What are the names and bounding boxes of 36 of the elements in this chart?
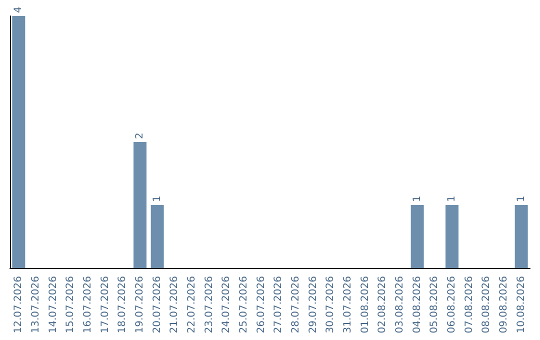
x-tick-label: 14.07.2026	[48, 276, 59, 334]
x-tick-label: 31.07.2026	[342, 276, 354, 334]
x-tick-label: 18.07.2026	[117, 276, 128, 334]
x-tick-label: 28.07.2026	[290, 276, 302, 334]
data-label: 2	[134, 132, 146, 139]
x-tick-label: 20.07.2026	[152, 276, 163, 334]
x-tick-label: 25.07.2026	[238, 276, 250, 334]
x-tick-label: 15.07.2026	[65, 276, 76, 334]
x-tick-label: 30.07.2026	[325, 276, 336, 334]
data-label: 1	[446, 196, 458, 202]
x-tick-label: 26.07.2026	[256, 276, 267, 334]
x-tick-label: 10.08.2026	[516, 276, 527, 334]
x-tick-label: 17.07.2026	[100, 276, 111, 334]
data-label: 1	[516, 196, 527, 202]
x-tick-label: 06.08.2026	[446, 276, 458, 334]
x-tick-label: 27.07.2026	[273, 276, 284, 334]
x-tick-label: 24.07.2026	[221, 276, 232, 334]
data-label: 1	[152, 196, 163, 202]
x-tick-label: 01.08.2026	[360, 276, 371, 334]
x-tick-label: 19.07.2026	[134, 276, 146, 334]
x-tick-label: 04.08.2026	[412, 276, 423, 334]
data-label: 1	[412, 196, 423, 202]
x-tick-label: 29.07.2026	[308, 276, 319, 334]
x-tick-label: 23.07.2026	[204, 276, 215, 334]
x-tick-label: 07.08.2026	[464, 276, 475, 334]
x-tick-label: 13.07.2026	[30, 276, 42, 334]
x-tick-label: 22.07.2026	[186, 276, 198, 334]
x-tick-label: 08.08.2026	[481, 276, 492, 334]
x-tick-label: 21.07.2026	[169, 276, 180, 334]
x-tick-label: 12.07.2026	[13, 276, 24, 334]
x-tick-label: 05.08.2026	[429, 276, 440, 334]
x-tick-label: 16.07.2026	[82, 276, 94, 334]
x-tick-label: 02.08.2026	[377, 276, 388, 334]
data-label: 4	[13, 6, 24, 13]
x-tick-label: 09.08.2026	[498, 276, 510, 334]
x-tick-label: 03.08.2026	[394, 276, 406, 334]
